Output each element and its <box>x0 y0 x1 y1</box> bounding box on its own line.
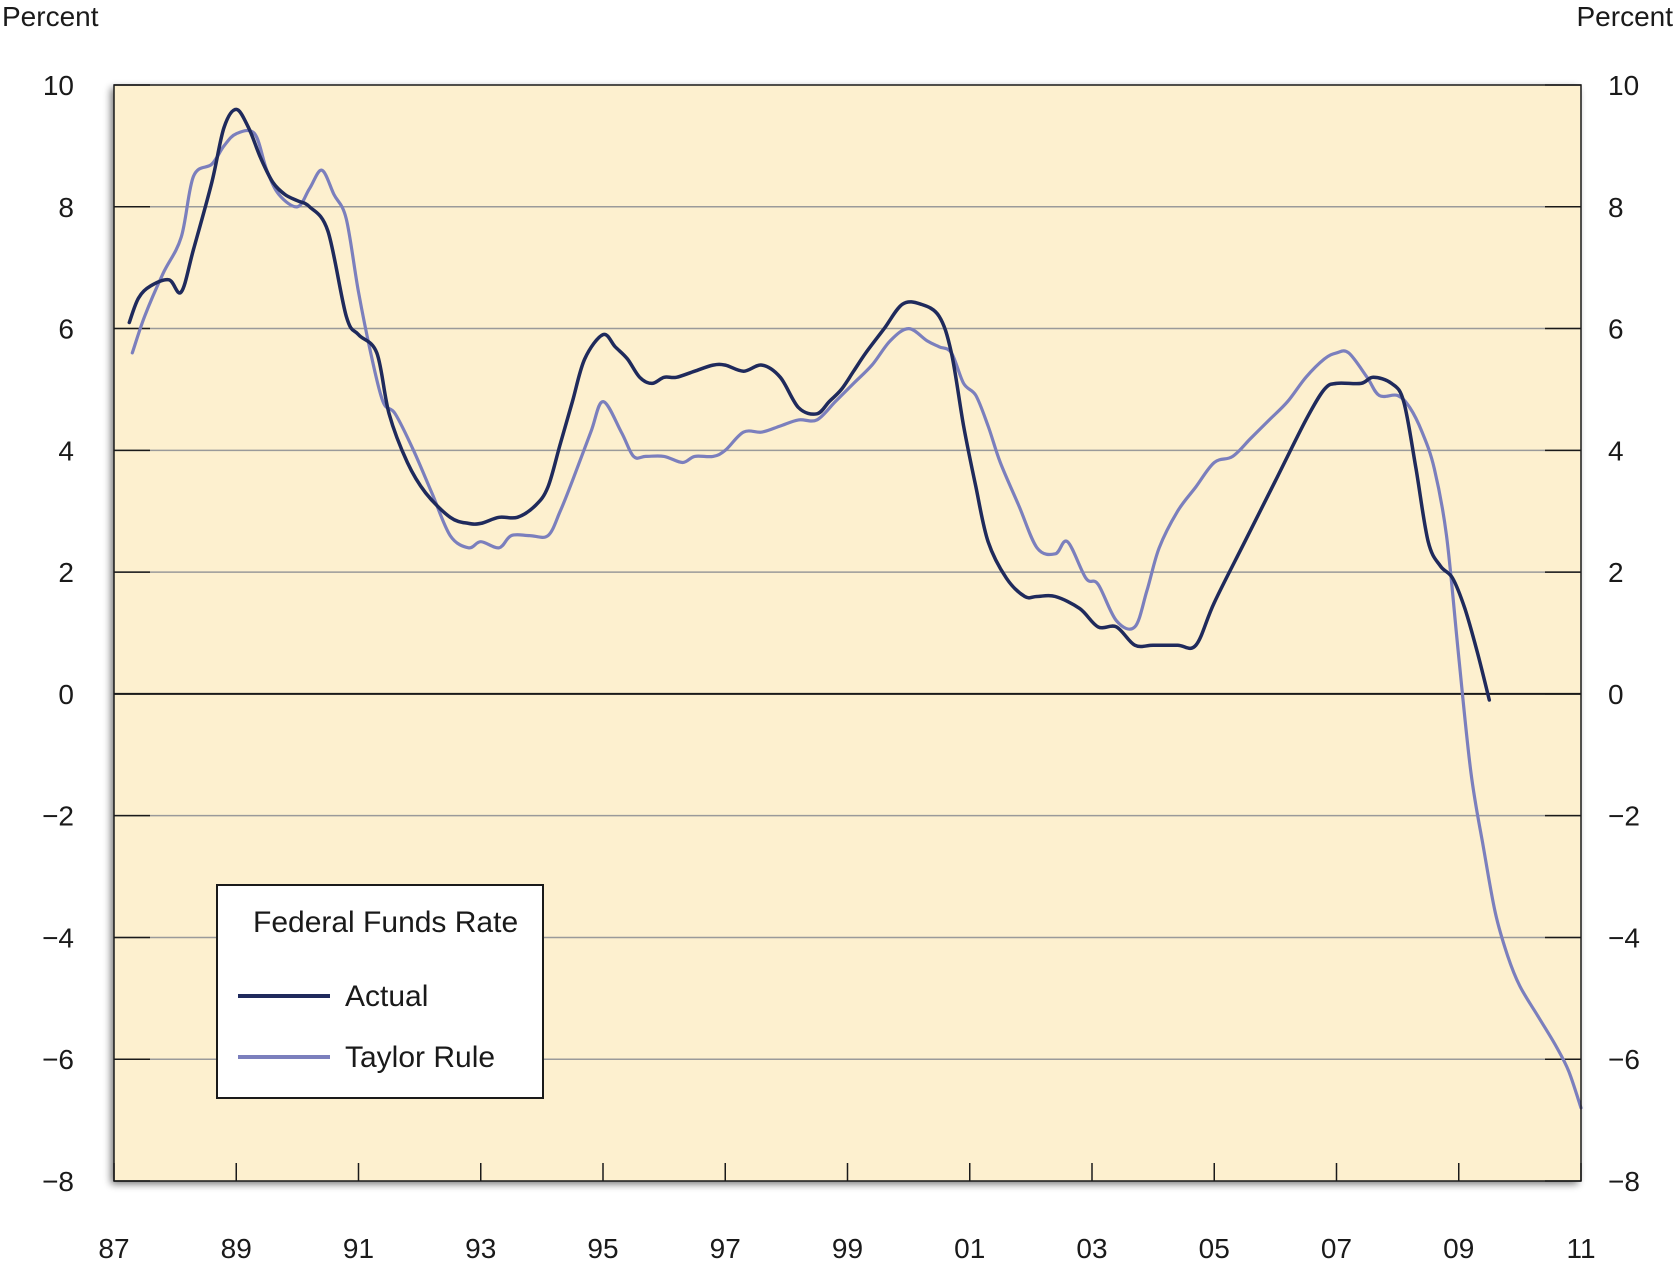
x-tick-label: 95 <box>587 1233 618 1264</box>
legend-box <box>216 884 544 1099</box>
grid-lines <box>114 206 1581 1060</box>
legend-label-taylor-rule: Taylor Rule <box>345 1041 495 1074</box>
x-tick-label: 97 <box>710 1233 741 1264</box>
legend-title: Federal Funds Rate <box>253 906 518 939</box>
series-lines <box>127 107 1583 1110</box>
x-tick-label: 99 <box>832 1233 863 1264</box>
y-tick-label-left: 10 <box>43 70 74 101</box>
y-tick-label-right: −6 <box>1608 1044 1640 1075</box>
plot-border <box>113 84 1582 1182</box>
y-tick-label-left: −8 <box>42 1166 74 1197</box>
x-tick-label: 09 <box>1443 1233 1474 1264</box>
y-tick-label-left: −4 <box>42 922 74 953</box>
x-tick-label: 11 <box>1566 1233 1595 1264</box>
x-tick-label: 91 <box>343 1233 374 1264</box>
y-tick-label-left: 0 <box>58 679 74 710</box>
y-tick-label-left: 8 <box>58 192 74 223</box>
y-tick-label-right: 2 <box>1608 557 1624 588</box>
series-line-actual <box>127 107 1492 702</box>
x-tick-label: 93 <box>465 1233 496 1264</box>
x-tick-label: 89 <box>221 1233 252 1264</box>
x-tick-label: 03 <box>1076 1233 1107 1264</box>
y-tick-label-left: −6 <box>42 1044 74 1075</box>
y-tick-label-right: −2 <box>1608 801 1640 832</box>
y-tick-label-right: 0 <box>1608 679 1624 710</box>
x-axis: 87 89 91 93 95 97 99 01 03 05 07 09 11 <box>98 1163 1596 1264</box>
y-tick-label-right: 10 <box>1608 70 1639 101</box>
right-axis-unit-label: Percent <box>1577 1 1674 32</box>
y-tick-label-right: −8 <box>1608 1166 1640 1197</box>
y-tick-label-left: 6 <box>58 314 74 345</box>
x-tick-label: 07 <box>1321 1233 1352 1264</box>
y-tick-label-right: 4 <box>1608 435 1624 466</box>
series-line-taylor-rule <box>130 128 1583 1110</box>
x-tick-label: 87 <box>98 1233 129 1264</box>
y-tick-label-left: −2 <box>42 801 74 832</box>
left-axis-unit-label: Percent <box>2 1 99 32</box>
x-tick-label: 01 <box>954 1233 985 1264</box>
y-tick-label-right: 8 <box>1608 192 1624 223</box>
legend-label-actual: Actual <box>345 980 428 1013</box>
y-tick-label-right: 6 <box>1608 314 1624 345</box>
legend: Federal Funds Rate Actual Taylor Rule <box>216 884 544 1099</box>
y-tick-label-left: 4 <box>58 435 74 466</box>
y-axis-left: 10 8 6 4 2 0 −2 −4 −6 −8 <box>42 70 150 1197</box>
y-tick-label-right: −4 <box>1608 922 1640 953</box>
x-tick-label: 05 <box>1199 1233 1230 1264</box>
y-tick-label-left: 2 <box>58 557 74 588</box>
